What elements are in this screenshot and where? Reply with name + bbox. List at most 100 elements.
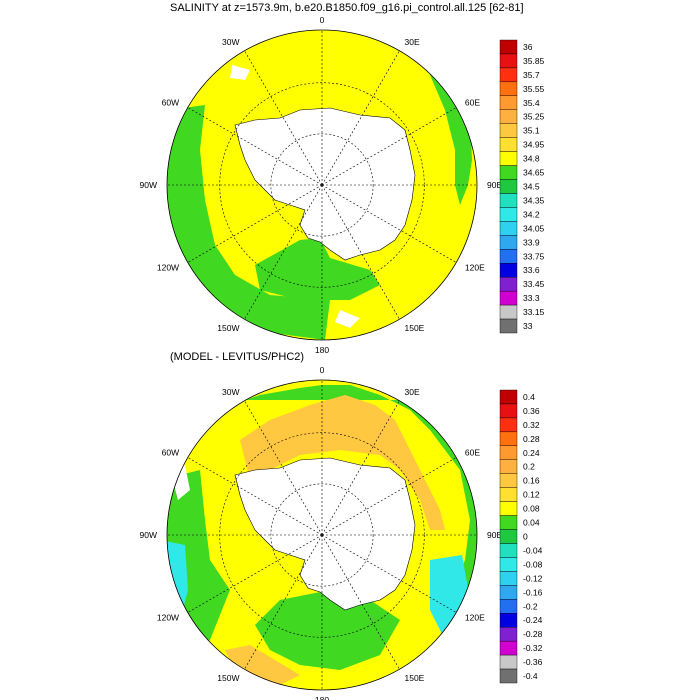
colorbar-label: -0.2 [523,601,538,611]
colorbar-label: -0.36 [523,657,543,667]
longitude-label: 120W [157,613,179,623]
colorbar-swatch [499,151,518,166]
latitude-circle [270,483,374,587]
colorbar-swatch [499,193,518,208]
colorbar-swatch [499,53,518,69]
colorbar-swatch [499,654,518,670]
graticule [167,30,477,340]
colorbar-label: 34.2 [523,209,540,219]
colorbar-label: 33.15 [523,307,545,317]
colorbar-label: 33.9 [523,237,540,247]
colorbar-swatch [499,626,518,642]
longitude-label: 180 [315,345,329,355]
salinity-map: 0 30E 60E 90E 120E 150E 180 150W 120W 90W 60W 30W 3… [140,15,545,355]
difference-map: 0 30E 60E 90E 120E 150E 180 150W 120W 90W 60W 30W 0… [140,365,543,700]
colorbar-swatch [499,67,518,83]
colorbar-swatch [499,640,518,656]
colorbar-swatch [499,557,518,572]
colorbar-label: -0.04 [523,545,543,555]
colorbar-swatch [499,487,518,502]
meridian-line [321,107,457,186]
meridian-line [187,107,323,186]
colorbar-label: 35.7 [523,70,540,80]
colorbar-swatch [499,599,518,614]
map-title: SALINITY at z=1573.9m, b.e20.B1850.f09_g… [170,2,524,14]
meridian-line [244,534,323,670]
colorbar-label: 33.45 [523,279,545,289]
colorbar-swatch [499,668,518,684]
colorbar-swatch [499,613,518,628]
orange-band-atlantic [240,395,445,530]
weddell-ice-patch [230,65,250,80]
colorbar-swatch [499,290,518,306]
colorbar-label: 35.25 [523,112,545,122]
colorbar-swatch [499,263,518,278]
colorbar-swatch [499,543,518,558]
map-boundary [166,379,478,691]
longitude-label: 60E [465,98,480,108]
colorbar-label: 33.3 [523,293,540,303]
colorbar-swatch [499,81,518,97]
longitude-label: 0 [320,15,325,25]
longitude-label: 150W [217,673,239,683]
green-band-ross [255,238,380,300]
meridian-line [187,457,323,536]
meridian-line [321,50,400,186]
cyan-patch-east [430,555,470,640]
longitude-label: 30E [405,37,420,47]
colorbar-label: -0.16 [523,587,543,597]
longitude-label: 30E [405,387,420,397]
colorbar-swatch [499,403,518,419]
meridian-line [321,534,457,613]
meridian-line [187,184,323,263]
latitude-circle [270,133,374,237]
antarctica-land [234,107,416,261]
colorbar-swatch [499,389,518,405]
colorbar-label: 34.8 [523,154,540,164]
colorbar-swatch [499,276,518,292]
meridian-line [244,184,323,320]
meridian-line [244,50,323,186]
colorbar: 0.4 0.36 0.32 0.28 0.24 0.2 0.16 0.12 0.08 0.04 0 -… [499,389,543,684]
colorbar-swatch [499,585,518,600]
cyan-patch-west [167,540,188,640]
longitude-label: 60E [465,448,480,458]
colorbar-label: 0.36 [523,406,540,416]
colorbar-swatch [499,431,518,447]
longitude-labels: 0 30E 60E 90E 120E 150E 180 150W 120W 90W 60W 30W [140,15,503,355]
colorbar-swatch [499,417,518,433]
colorbar-label: 0.24 [523,448,540,458]
longitude-label: 150W [217,323,239,333]
meridian-line [321,184,400,320]
colorbar-swatch [499,318,518,334]
map-subtitle: (MODEL - LEVITUS/PHC2) [170,351,305,363]
green-band-pacific [167,150,195,260]
colorbar-swatch [499,529,518,544]
colorbar-label: 0.08 [523,504,540,514]
colorbar-label: 34.05 [523,223,545,233]
colorbar-label: 0.32 [523,420,540,430]
green-band-pacific [255,590,400,670]
colorbar-label: 35.4 [523,98,540,108]
longitude-label: 120E [465,263,485,273]
colorbar-swatch [499,515,518,530]
salinity-field [167,30,477,340]
colorbar-label: 34.95 [523,140,545,150]
meridian-line [321,457,457,536]
colorbar-swatch [499,95,518,110]
colorbar-label: 34.35 [523,195,545,205]
graticule [167,380,477,690]
colorbar-swatch [499,501,518,516]
meridian-line [321,400,400,536]
colorbar-label: 0.2 [523,462,535,472]
colorbar-label: 36 [523,42,533,52]
colorbar-label: 0.16 [523,476,540,486]
colorbar-label: -0.4 [523,671,538,681]
south-america-patch [335,310,360,328]
colorbar-label: 0.4 [523,392,535,402]
colorbar-label: 0.12 [523,490,540,500]
colorbar-swatch [499,123,518,138]
colorbar-label: -0.08 [523,559,543,569]
antarctica-land [234,457,416,611]
colorbar-swatch [499,571,518,586]
